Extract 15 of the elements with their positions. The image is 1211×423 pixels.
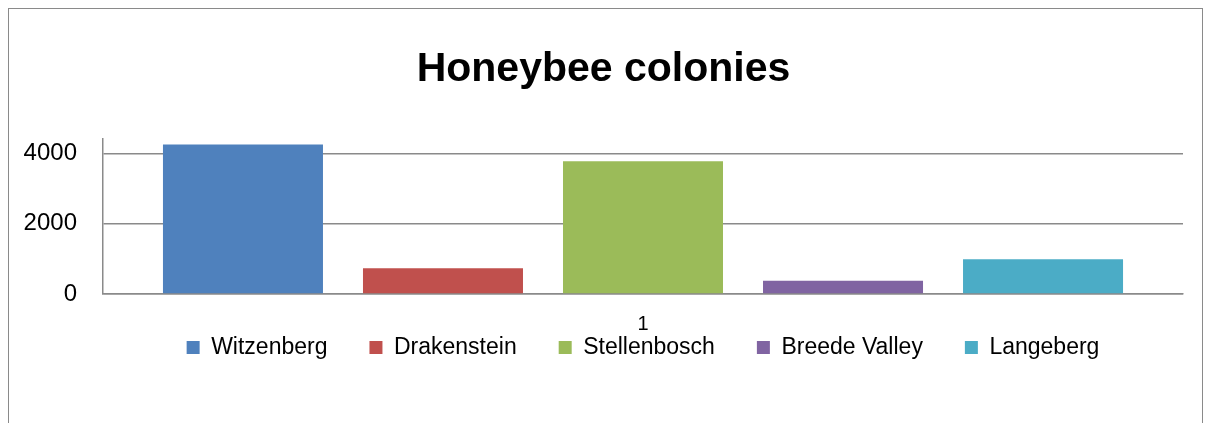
bar [562,161,724,294]
x-tick-label: 1 [637,311,649,334]
y-tick-label: 2000 [23,208,77,236]
bar [963,259,1124,294]
bar [763,280,924,294]
legend-label: Stellenbosch [583,332,715,359]
legend-label: Drakenstein [393,332,517,359]
bar [162,144,323,294]
legend-label: Langeberg [989,332,1100,359]
bar [362,268,523,294]
y-tick-label: 0 [63,278,77,306]
legend-label: Breede Valley [781,332,924,359]
legend-label: Witzenberg [211,332,328,359]
y-tick-label: 4000 [23,137,77,165]
chart-title: Honeybee colonies [416,43,791,90]
